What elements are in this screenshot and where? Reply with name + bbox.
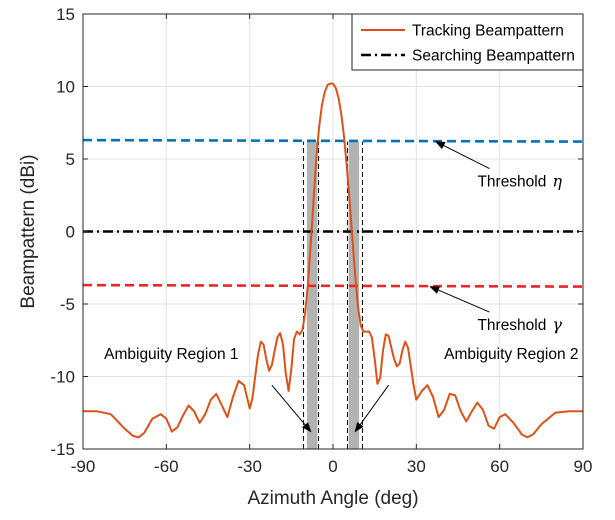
x-tick-label: -90 bbox=[71, 457, 96, 476]
axes: -90 -60 -30 0 30 60 90 -15 -10 -5 0 5 10 15 bbox=[50, 5, 592, 476]
tracking-beampattern-line bbox=[83, 82, 583, 439]
x-tick-label: 60 bbox=[490, 457, 509, 476]
x-tick-label: -30 bbox=[237, 457, 262, 476]
annotation-arrow bbox=[354, 384, 389, 433]
y-tick-label: -5 bbox=[60, 295, 75, 314]
y-tick-label: 0 bbox=[66, 223, 75, 242]
y-tick-label: 15 bbox=[56, 5, 75, 24]
annotation-2: Threshold γ bbox=[429, 286, 562, 334]
legend: Tracking Beampattern Searching Beampatter… bbox=[351, 13, 584, 71]
annotation-3: Ambiguity Region 1 bbox=[104, 346, 312, 433]
x-tick-label: 0 bbox=[328, 457, 337, 476]
legend-label-2: Searching Beampattern bbox=[412, 48, 575, 65]
ambiguity-regions bbox=[303, 141, 363, 449]
y-tick-label: -10 bbox=[50, 368, 75, 387]
annotation-label: Ambiguity Region 1 bbox=[104, 346, 238, 363]
ambiguity-region-1 bbox=[306, 141, 318, 449]
annotation-label: Threshold γ bbox=[477, 315, 562, 334]
annotation-1: Threshold η bbox=[434, 141, 562, 191]
x-tick-label: -60 bbox=[154, 457, 179, 476]
x-tick-label: 90 bbox=[574, 457, 593, 476]
y-tick-label: 5 bbox=[66, 150, 75, 169]
y-axis-title: Beampattern (dBi) bbox=[18, 154, 39, 308]
annotations: Threshold η Threshold γ Ambiguity Region 1 Am… bbox=[104, 141, 579, 433]
annotation-label: Threshold η bbox=[477, 172, 562, 191]
annotation-4: Ambiguity Region 2 bbox=[354, 346, 579, 433]
legend-box bbox=[351, 13, 584, 71]
annotation-label: Ambiguity Region 2 bbox=[444, 346, 578, 363]
y-tick-label: 10 bbox=[56, 78, 75, 97]
annotation-arrow bbox=[271, 384, 312, 433]
legend-label-1: Tracking Beampattern bbox=[412, 23, 564, 40]
annotation-arrow bbox=[429, 286, 490, 313]
annotation-symbol: η bbox=[552, 172, 562, 191]
ambiguity-region-2 bbox=[348, 141, 360, 449]
annotation-arrow bbox=[434, 141, 490, 169]
annotation-symbol: γ bbox=[552, 315, 562, 334]
series bbox=[82, 82, 584, 439]
x-tick-label: 30 bbox=[407, 457, 426, 476]
y-tick-label: -15 bbox=[50, 440, 75, 459]
x-axis-title: Azimuth Angle (deg) bbox=[247, 488, 418, 509]
